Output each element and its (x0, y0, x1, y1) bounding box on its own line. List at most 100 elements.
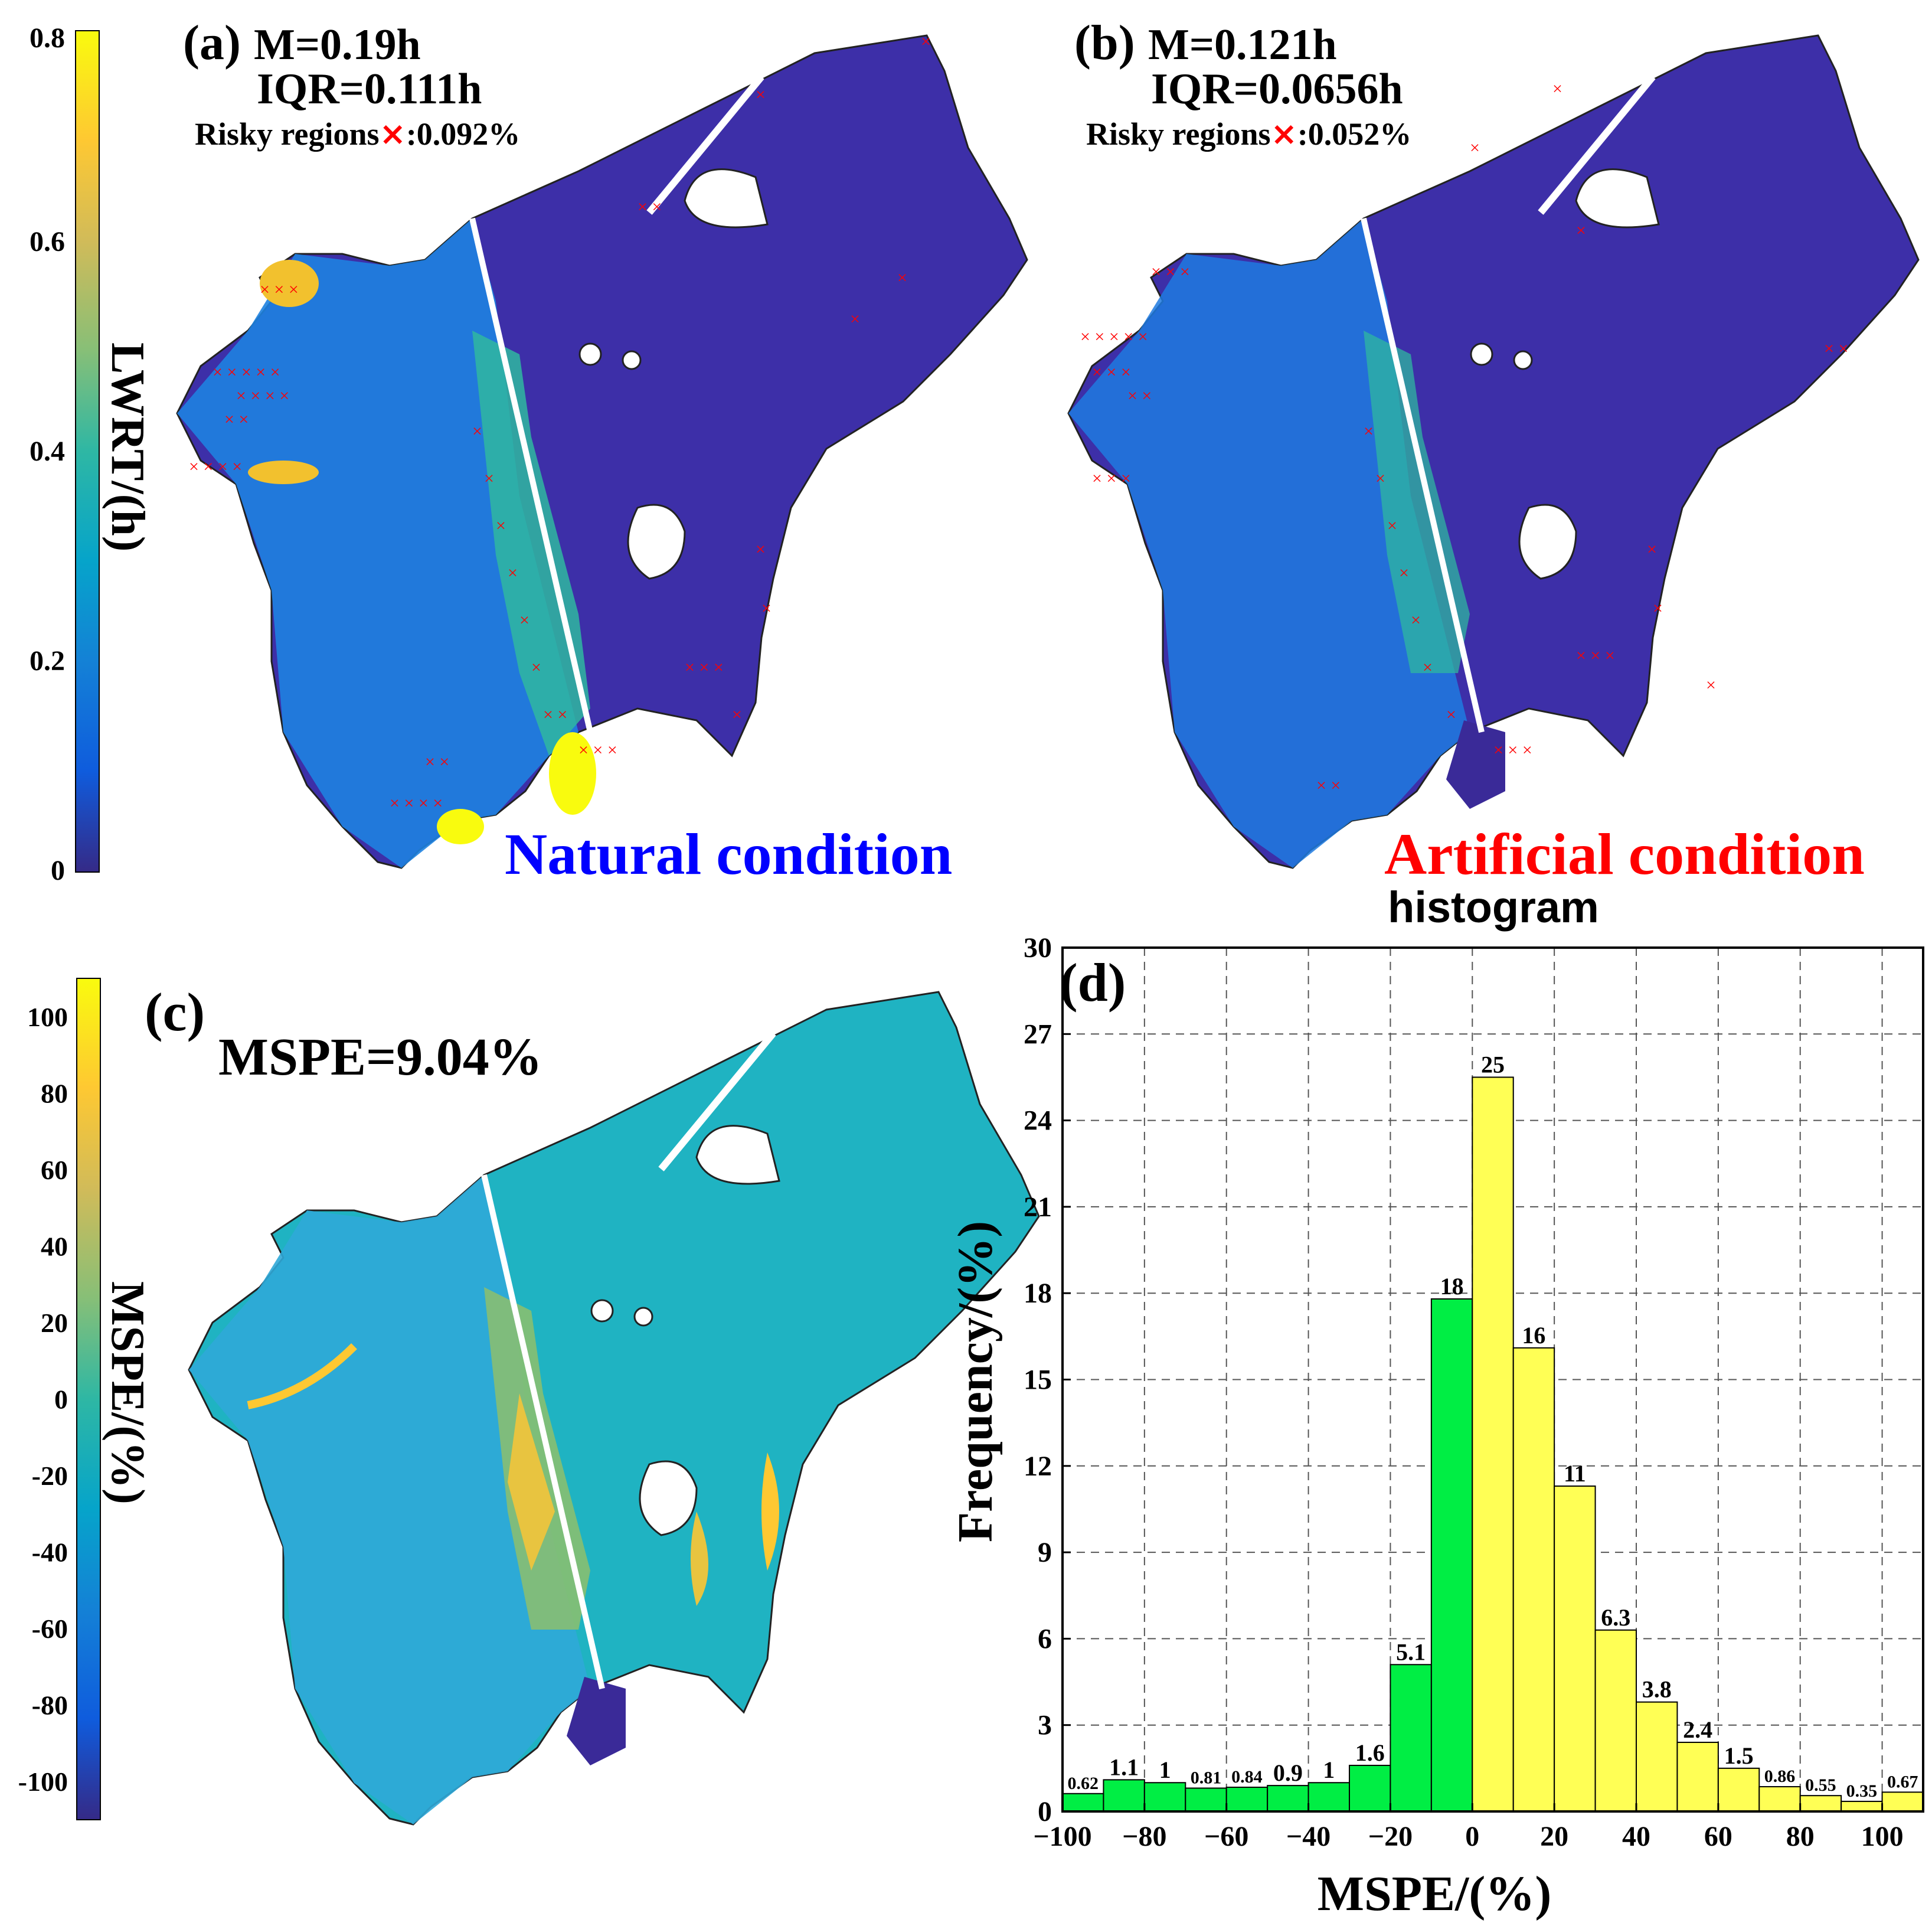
histogram-bar-label: 6.3 (1601, 1604, 1630, 1631)
x-tick-label: −80 (1122, 1821, 1166, 1852)
lwrt-tick: 0.8 (30, 22, 65, 54)
y-tick-label: 9 (1038, 1537, 1052, 1568)
svg-text:×: × (484, 469, 494, 488)
histogram-bar-label: 18 (1440, 1273, 1464, 1300)
histogram-bar (1717, 1767, 1760, 1813)
x-tick-label: 20 (1540, 1821, 1568, 1852)
panel-a-condition: Natural condition (505, 821, 952, 887)
y-tick-label: 24 (1024, 1105, 1052, 1137)
histogram-bar-label: 0.84 (1231, 1767, 1263, 1787)
histogram-bar (1267, 1785, 1309, 1813)
y-tick-label: 12 (1024, 1451, 1052, 1482)
lwrt-tick: 0 (51, 855, 65, 886)
mspe-tick: 60 (41, 1155, 68, 1185)
histogram-x-label: MSPE/(%) (1318, 1866, 1552, 1921)
histogram-bar (1554, 1485, 1596, 1813)
svg-text:× × ×: × × × (578, 740, 617, 760)
histogram-bar (1103, 1779, 1145, 1813)
svg-text:×: × (496, 516, 506, 536)
histogram-y-ticks: 0 3 6 9 12 15 18 21 24 27 30 (1024, 932, 1071, 1827)
risk-markers: × × × × ×× × × × ×× × × × × ×× ×× ×× ×× … (1080, 79, 1848, 795)
x-tick-label: 0 (1465, 1821, 1479, 1852)
histogram-bar (1799, 1795, 1842, 1812)
mspe-tick: -20 (32, 1461, 68, 1491)
histogram-bar-label: 0.67 (1887, 1772, 1918, 1791)
x-tick-label: 40 (1622, 1821, 1650, 1852)
histogram-bar (1390, 1664, 1432, 1813)
svg-text:×: × (508, 563, 518, 583)
histogram-bar (1349, 1764, 1391, 1813)
histogram-bar (1676, 1741, 1719, 1812)
colorbar-lwrt-gradient (75, 30, 100, 873)
svg-text:×: × (1552, 79, 1562, 99)
colorbar-mspe-gradient (76, 978, 101, 1820)
histogram-bar-label: 1.6 (1355, 1739, 1385, 1766)
lwrt-tick: 0.6 (30, 226, 65, 257)
svg-text:×: × (1706, 675, 1716, 695)
histogram-bar (1472, 1076, 1514, 1812)
svg-text:× × ×: × × × (1092, 469, 1131, 488)
histogram-bar-label: 0.55 (1805, 1775, 1836, 1795)
histogram-y-label: Frequency/(%) (948, 1221, 1003, 1542)
y-tick-label: 0 (1038, 1796, 1052, 1827)
histogram-bar (1594, 1629, 1637, 1813)
histogram-bar (1225, 1787, 1269, 1812)
mspe-tick: -80 (32, 1690, 68, 1721)
histogram-bar-label: 1.5 (1724, 1742, 1754, 1769)
map-natural: × × × ×× × × × × × ×× × × × × × ×× ×× ××… (176, 32, 1028, 869)
panel-a-iqr: IQR=0.111h (257, 65, 482, 113)
colorbar-mspe-label: MSPE/(%) (102, 1281, 153, 1504)
panel-b: × × × × ×× × × × ×× × × × × ×× ×× ×× ×× … (1067, 15, 1920, 887)
histogram-bar (1143, 1782, 1186, 1813)
svg-text:×: × (1411, 611, 1421, 630)
panel-d-histogram: 0.62 1.1 1 0.81 0.84 0.9 1 1.6 5.1 18 25 16 11 6.3 3.8… (948, 883, 1924, 1921)
histogram-bar-label: 0.35 (1846, 1781, 1878, 1801)
svg-text:× × × × ×: × × × × × (213, 363, 280, 382)
svg-text:× × × ×: × × × × (390, 794, 443, 813)
svg-text:×: × (850, 309, 860, 329)
histogram-bar (1062, 1793, 1104, 1812)
histogram-bar-label: 0.81 (1191, 1768, 1222, 1787)
histogram-bar-label: 0.86 (1764, 1767, 1796, 1786)
panel-b-iqr: IQR=0.0656h (1151, 65, 1403, 113)
svg-text:×: × (1446, 705, 1456, 724)
histogram-bar (1841, 1800, 1883, 1812)
y-tick-label: 6 (1038, 1623, 1052, 1654)
histogram-bars (1062, 1076, 1924, 1813)
histogram-bar-label: 2.4 (1683, 1716, 1712, 1743)
svg-text:×: × (1399, 563, 1409, 583)
mspe-tick: -60 (32, 1614, 68, 1644)
svg-text:×: × (1653, 599, 1663, 618)
panel-b-tag: (b) (1074, 15, 1135, 70)
svg-text:×: × (761, 599, 772, 618)
svg-text:× × ×: × × × (1493, 740, 1532, 760)
colorbar-mspe: 100 80 60 40 20 0 -20 -40 -60 -80 -100 MSPE/(%) (18, 978, 153, 1820)
x-tick-label: −20 (1368, 1821, 1413, 1852)
histogram-bar (1758, 1786, 1801, 1812)
colorbar-lwrt-label: LWRT/(h) (102, 342, 153, 551)
svg-text:×: × (1364, 422, 1374, 441)
y-tick-label: 15 (1024, 1364, 1052, 1396)
risk-x-icon: × (1271, 115, 1297, 152)
histogram-bar-label: 1 (1323, 1757, 1335, 1783)
svg-text:×: × (1647, 540, 1657, 559)
histogram-bar-labels: 0.62 1.1 1 0.81 0.84 0.9 1 1.6 5.1 18 25 16 11 6.3 3.8… (1067, 1051, 1918, 1800)
mspe-tick: 80 (41, 1078, 68, 1108)
y-tick-label: 21 (1024, 1191, 1052, 1223)
mspe-tick: -40 (32, 1537, 68, 1568)
y-tick-label: 27 (1024, 1019, 1052, 1050)
colorbar-lwrt: 0.8 0.6 0.4 0.2 0 LWRT/(h) (30, 22, 153, 886)
svg-text:× ×: × × (1824, 339, 1848, 358)
svg-text:×: × (1423, 658, 1433, 677)
histogram-bar-label: 0.62 (1067, 1774, 1099, 1793)
svg-text:× ×: × × (1127, 386, 1152, 406)
map-mspe (188, 991, 1040, 1826)
histogram-bar-label: 16 (1522, 1322, 1545, 1349)
x-tick-label: 80 (1786, 1821, 1815, 1852)
svg-text:×: × (1576, 221, 1586, 240)
svg-text:× × ×: × × × (1576, 646, 1615, 665)
histogram-bar-label: 25 (1481, 1051, 1505, 1078)
svg-text:× ×: × × (543, 705, 567, 724)
x-tick-label: 60 (1704, 1821, 1732, 1852)
svg-text:× ×: × × (224, 410, 249, 429)
